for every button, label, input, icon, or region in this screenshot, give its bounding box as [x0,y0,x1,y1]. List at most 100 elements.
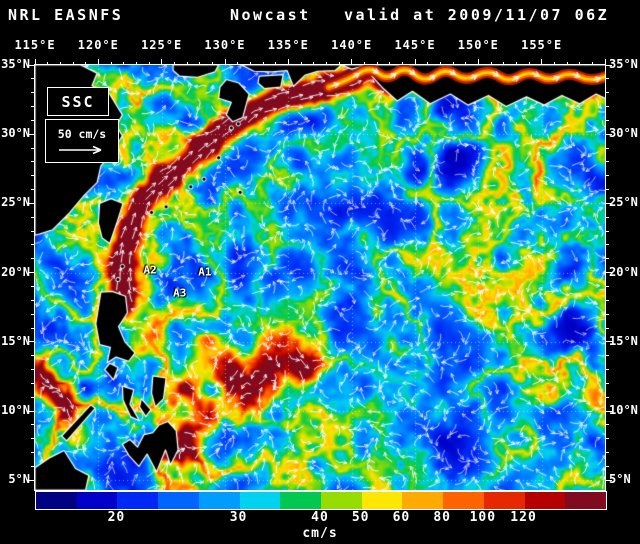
lon-label: 135°E [267,38,309,52]
axis-tick [31,452,34,454]
colorbar-segment [361,492,403,509]
colorbar-segment [239,492,281,509]
axis-tick [490,62,492,65]
axis-tick [389,62,391,65]
axis-tick [604,59,606,65]
colorbar-segment [565,492,607,509]
axis-tick [606,382,609,384]
colorbar-tick-labels: 20 30 40 50 60 80 100 120 [35,510,605,526]
lon-label: 130°E [204,38,246,52]
axis-tick [541,59,543,65]
layer-label-box: SSC [47,87,109,116]
axis-tick [606,147,609,149]
colorbar-segment [524,492,566,509]
axis-tick [31,175,34,177]
axis-tick [606,216,609,218]
colorbar-tick-label: 20 [107,510,126,525]
axis-tick [211,62,213,65]
lat-label: 15°N [609,333,638,348]
colorbar-segment [321,492,362,509]
lon-label: 145°E [394,38,436,52]
colorbar-tick-label: 50 [351,510,370,525]
axis-tick [31,161,34,163]
lon-label: 140°E [331,38,373,52]
axis-tick [515,62,517,65]
axis-tick [287,59,289,65]
axis-tick [59,62,61,65]
axis-tick [31,230,34,232]
axis-tick [606,133,612,135]
axis-tick [452,62,454,65]
axis-tick [553,62,555,65]
axis-tick [262,62,264,65]
lat-label: 20°N [1,264,30,279]
axis-tick [606,327,609,329]
lat-label: 25°N [1,195,30,210]
axis-tick [148,62,150,65]
colorbar-segment [76,492,118,509]
axis-tick [31,396,34,398]
lon-label: 150°E [457,38,499,52]
axis-tick [606,161,609,163]
axis-tick [606,299,609,301]
axis-tick [28,410,34,412]
axis-tick [439,62,441,65]
axis-tick [363,62,365,65]
colorbar-tick-label: 120 [510,510,537,525]
axis-tick [606,479,612,481]
model-name: NRL EASNFS [8,6,124,24]
colorbar-unit: cm/s [302,526,338,541]
station-label-a3: A3 [173,286,187,300]
scale-arrow-icon [59,145,102,154]
axis-tick [34,59,36,65]
axis-tick [606,78,609,80]
lon-label: 115°E [14,38,56,52]
station-label-a2: A2 [143,263,157,277]
axis-tick [606,341,612,343]
axis-tick [376,62,378,65]
axis-tick [427,62,429,65]
colorbar [35,491,607,510]
colorbar-tick-label: 30 [229,510,248,525]
axis-tick [85,62,87,65]
axis-tick [28,341,34,343]
axis-tick [31,78,34,80]
axis-tick [477,59,479,65]
axis-tick [31,327,34,329]
layer-label: SSC [61,92,95,111]
axis-tick [186,62,188,65]
lat-label: 35°N [1,57,30,71]
colorbar-segment [198,492,240,509]
axis-tick [606,258,609,260]
axis-tick [224,59,226,65]
lat-label: 5°N [8,472,30,487]
lon-label: 155°E [521,38,563,52]
colorbar-segment [280,492,322,509]
axis-tick [199,62,201,65]
axis-tick [606,369,609,371]
axis-tick [401,62,403,65]
axis-tick [606,244,609,246]
axis-tick [173,62,175,65]
axis-tick [503,62,505,65]
axis-tick [28,479,34,481]
lat-label: 15°N [1,333,30,348]
axis-tick [606,202,612,204]
lat-label: 10°N [1,403,30,418]
lat-label: 10°N [609,403,638,418]
axis-tick [28,272,34,274]
colorbar-tick-label: 80 [433,510,451,525]
axis-tick [28,64,34,66]
axis-tick [31,119,34,121]
lat-label: 25°N [609,195,638,210]
colorbar-segment [443,492,484,509]
axis-tick [300,62,302,65]
colorbar-segment [36,492,77,509]
axis-tick [28,202,34,204]
axis-tick [606,410,612,412]
axis-tick [606,285,609,287]
axis-tick [528,62,530,65]
colorbar-tick-label: 40 [311,510,329,525]
lat-label: 30°N [609,126,638,141]
axis-tick [31,285,34,287]
